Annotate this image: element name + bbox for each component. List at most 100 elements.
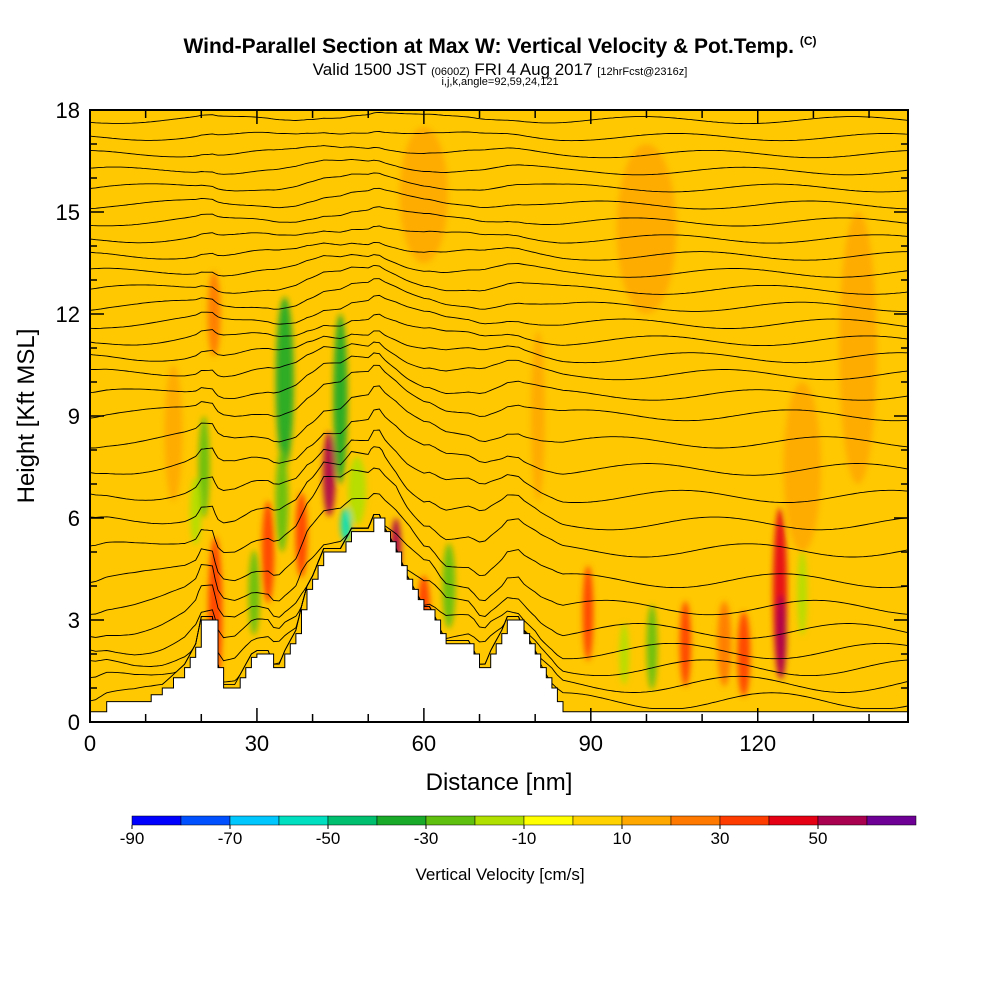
isentrope-line-1 [90, 514, 908, 693]
isentrope-line-18 [90, 278, 908, 312]
isentrope-line-19 [90, 264, 908, 295]
isentrope-line-29 [90, 111, 908, 125]
colorbar-label: 50 [809, 829, 828, 848]
chart-title: Wind-Parallel Section at Max W: Vertical… [183, 34, 817, 58]
isentrope-line-20 [90, 254, 908, 278]
y-tick-label: 6 [68, 506, 80, 531]
colorbar: -90 -70 -50 -30 -10 10 30 50 [120, 815, 917, 848]
velocity-core-9 [295, 492, 308, 578]
isentrope-line-8 [90, 446, 908, 531]
velocity-core-27 [783, 382, 821, 552]
colorbar-title: Vertical Velocity [cm/s] [415, 865, 584, 884]
isentrope-line-25 [90, 172, 908, 193]
colorbar-swatch [474, 815, 525, 826]
colorbar-swatch [572, 815, 623, 826]
terrain [90, 517, 908, 722]
isentrope-line-15 [90, 330, 908, 364]
isentrope-line-11 [90, 385, 908, 449]
velocity-core-26 [797, 550, 808, 636]
x-tick-label: 120 [739, 731, 776, 756]
colorbar-label: -50 [316, 829, 341, 848]
isentrope-line-13 [90, 352, 908, 401]
isentrope-line-17 [90, 294, 908, 329]
velocity-core-17 [530, 331, 545, 501]
velocity-core-10 [322, 431, 336, 517]
colorbar-swatch [425, 815, 476, 826]
x-axis-title: Distance [nm] [426, 769, 573, 796]
isentrope-line-24 [90, 187, 908, 210]
potential-temperature-contours [90, 111, 908, 709]
colorbar-swatch [866, 815, 917, 826]
y-tick-label: 12 [56, 302, 80, 327]
colorbar-swatch [327, 815, 378, 826]
velocity-core-22 [717, 601, 732, 687]
isentrope-line-22 [90, 225, 908, 244]
velocity-core-19 [619, 623, 629, 685]
colorbar-label: -10 [512, 829, 537, 848]
isentrope-line-3 [90, 514, 908, 660]
colorbar-label: -30 [414, 829, 439, 848]
colorbar-label: 30 [711, 829, 730, 848]
velocity-core-18 [582, 565, 594, 661]
y-axis-title: Height [Kft MSL] [13, 329, 40, 504]
x-tick-label: 30 [245, 731, 269, 756]
x-tick-label: 90 [579, 731, 603, 756]
isentrope-line-12 [90, 364, 908, 422]
colorbar-swatch [670, 815, 721, 826]
isentrope-line-2 [90, 514, 908, 677]
y-tick-label: 15 [56, 200, 80, 225]
x-tick-label: 0 [84, 731, 96, 756]
y-tick-label: 0 [68, 710, 80, 735]
copyright-mark: (C) [799, 34, 817, 48]
velocity-core-13 [348, 456, 367, 525]
velocity-core-30 [399, 127, 449, 263]
forecast-info: [12hrFcst@2316z] [597, 66, 688, 78]
colorbar-swatch [621, 815, 672, 826]
colorbar-swatch [180, 815, 231, 826]
colorbar-label: 10 [613, 829, 632, 848]
colorbar-swatch [278, 815, 329, 826]
x-axis-ticks: 0 30 60 90 120 [84, 110, 870, 756]
velocity-core-2 [198, 416, 210, 518]
isentrope-line-26 [90, 158, 908, 176]
colorbar-label: -70 [218, 829, 243, 848]
y-tick-label: 9 [68, 404, 80, 429]
colorbar-swatch [229, 815, 280, 826]
isentrope-line-23 [90, 206, 908, 227]
velocity-core-11 [333, 314, 348, 484]
velocity-core-3 [190, 477, 202, 546]
plot-background [90, 110, 908, 722]
velocity-core-25 [775, 594, 787, 680]
valid-date: FRI 4 Aug 2017 [474, 60, 593, 79]
isentrope-line-21 [90, 242, 908, 261]
section-indices: i,j,k,angle=92,59,24,121 [441, 76, 559, 88]
colorbar-swatch [768, 815, 819, 826]
velocity-core-5 [261, 501, 275, 603]
utc-time: (0600Z) [431, 66, 470, 78]
colorbar-swatch [131, 815, 182, 826]
colorbar-swatch [523, 815, 574, 826]
isentrope-line-14 [90, 341, 908, 381]
isentrope-line-10 [90, 408, 908, 476]
isentrope-line-28 [90, 131, 908, 142]
velocity-core-7 [275, 297, 294, 467]
velocity-core-23 [737, 611, 751, 697]
velocity-core-20 [646, 604, 658, 690]
isentrope-line-6 [90, 493, 908, 589]
colorbar-swatch [719, 815, 770, 826]
isentrope-line-9 [90, 429, 908, 503]
velocity-core-8 [275, 450, 289, 552]
isentrope-line-4 [90, 514, 908, 639]
isentrope-line-27 [90, 145, 908, 159]
colorbar-swatch [817, 815, 868, 826]
y-tick-label: 3 [68, 608, 80, 633]
velocity-field [164, 127, 877, 697]
isentrope-line-16 [90, 313, 908, 347]
y-tick-label: 18 [56, 98, 80, 123]
chart-subtitle: Valid 1500 JST (0600Z) FRI 4 Aug 2017 [1… [312, 60, 688, 79]
isentrope-line-5 [90, 514, 908, 616]
velocity-core-16 [442, 543, 456, 629]
colorbar-label: -90 [120, 829, 145, 848]
isentrope-line-7 [90, 467, 908, 558]
